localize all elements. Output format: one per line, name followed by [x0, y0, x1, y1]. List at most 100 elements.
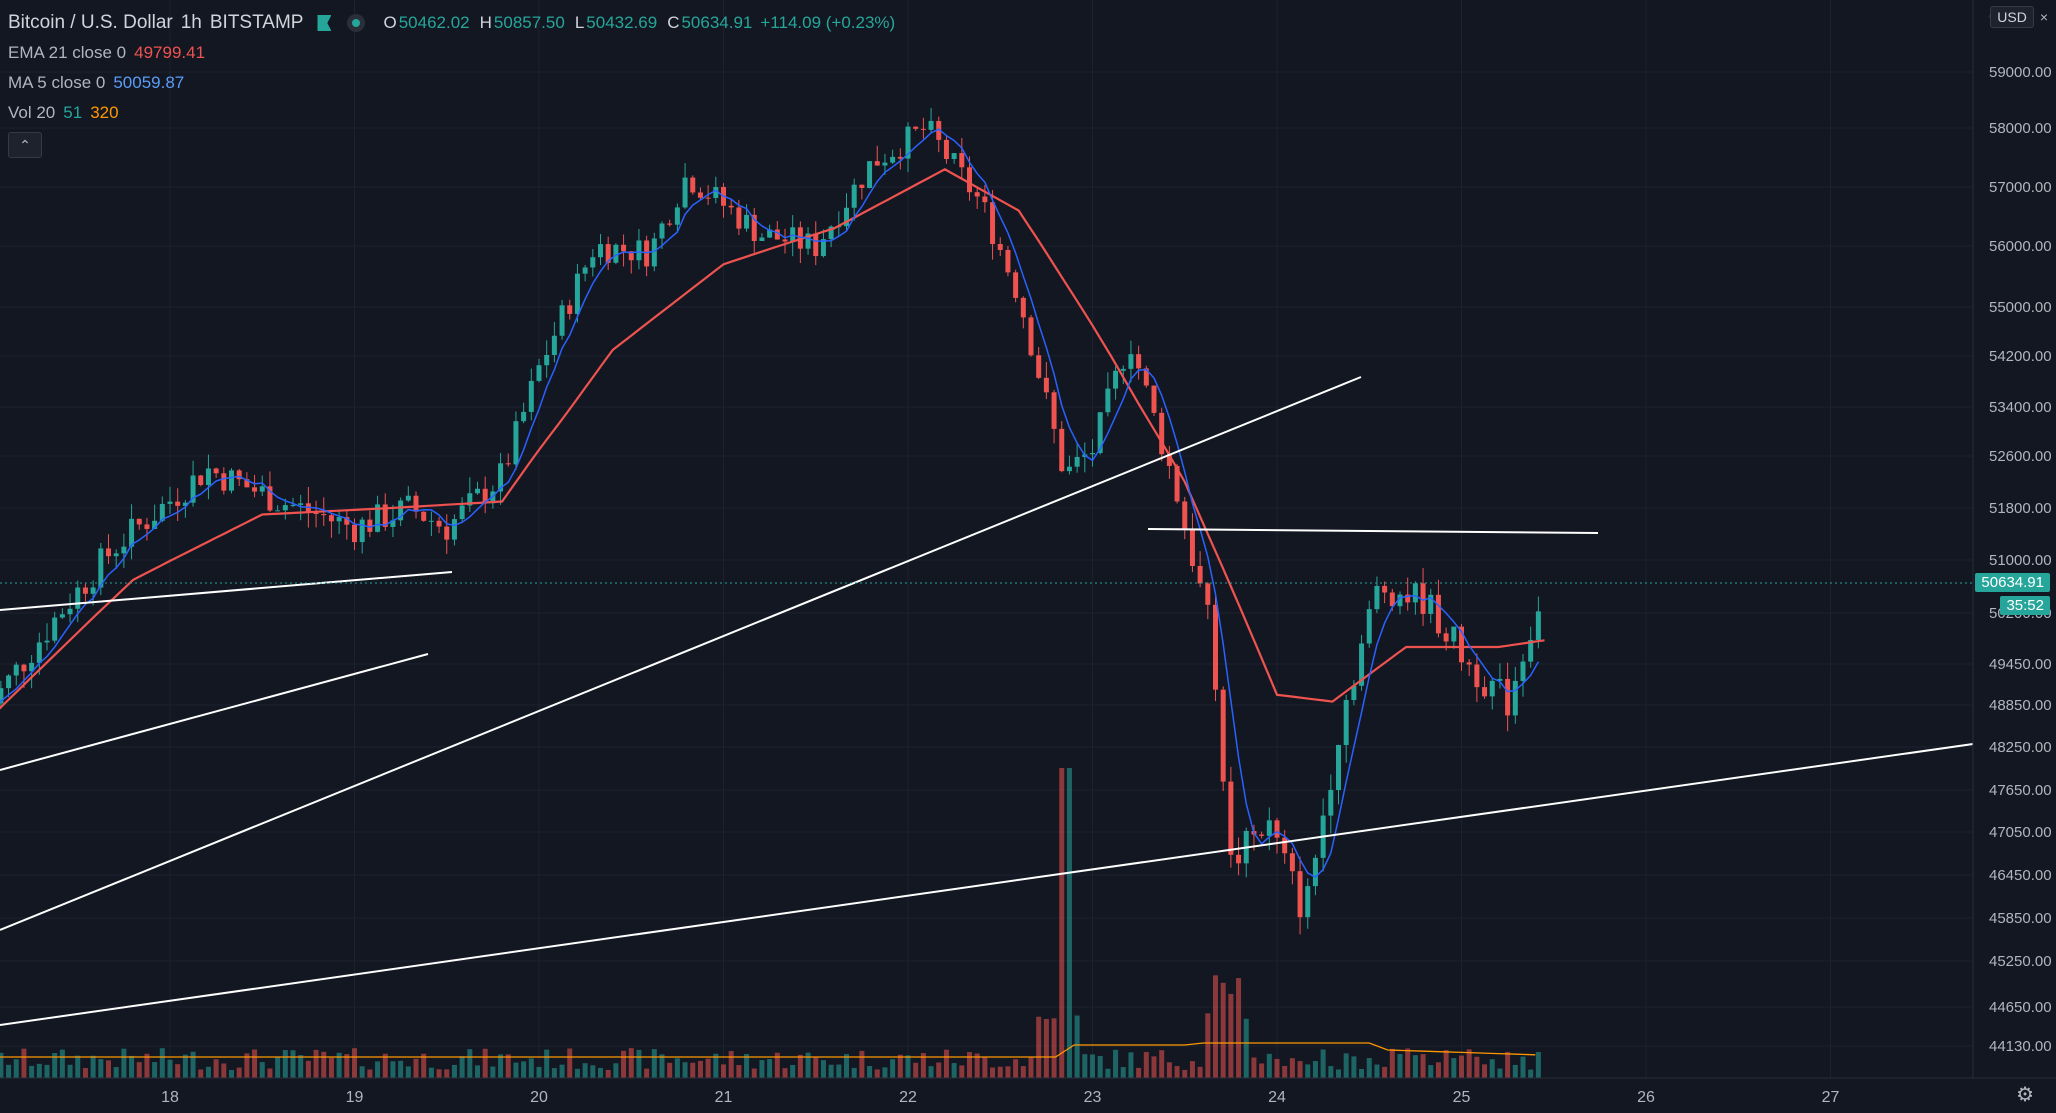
volume-bar — [644, 1068, 650, 1078]
volume-bar — [405, 1066, 411, 1078]
volume-bar — [159, 1048, 165, 1078]
ma-legend-row[interactable]: MA 5 close 0 50059.87 — [8, 68, 895, 98]
trendlines[interactable] — [0, 376, 1974, 1026]
candle-body — [1328, 789, 1334, 816]
candle-body — [559, 305, 565, 336]
volume-bar — [505, 1054, 511, 1078]
trendline-1[interactable] — [0, 571, 453, 611]
flag-icon[interactable] — [317, 15, 332, 31]
volume-bar — [1236, 978, 1242, 1078]
candle-body — [1312, 857, 1318, 887]
volume-bar — [574, 1068, 580, 1078]
price-axis-labels[interactable]: 59000.00 58000.00 57000.00 56000.00 55000.00… — [1989, 8, 2052, 1055]
candle-body — [651, 238, 657, 267]
candle-body — [913, 126, 919, 129]
volume-bar — [828, 1064, 834, 1078]
time-label: 24 — [1268, 1089, 1286, 1106]
candle-body — [967, 167, 972, 193]
price-label: 44650.00 — [1989, 999, 2052, 1016]
volume-bar — [221, 1063, 227, 1078]
volume-bar — [275, 1056, 281, 1078]
trendline-4[interactable] — [0, 743, 1974, 1026]
volume-bar — [121, 1048, 127, 1078]
low-label: L — [574, 13, 585, 32]
candle-body — [1397, 594, 1403, 607]
trendline-3[interactable] — [0, 376, 1362, 931]
volume-bar — [1528, 1069, 1534, 1078]
volume-bar — [782, 1068, 788, 1078]
candle-body — [282, 505, 288, 511]
candle-body — [1043, 377, 1049, 393]
volume-bar — [321, 1051, 327, 1078]
candle-body — [413, 495, 419, 512]
ema-legend-row[interactable]: EMA 21 close 0 49799.41 — [8, 38, 895, 68]
volume-bar — [1489, 1059, 1495, 1078]
gear-icon[interactable]: ⚙ — [2016, 1084, 2034, 1106]
ema-21-line — [0, 168, 1545, 710]
collapse-legend-button[interactable]: ⌃ — [8, 132, 42, 158]
volume-bar — [774, 1052, 780, 1078]
price-label: 49450.00 — [1989, 656, 2052, 673]
candle-body — [421, 511, 427, 521]
candle-body — [498, 463, 504, 492]
trendline-2[interactable] — [0, 653, 429, 771]
price-label: 48850.00 — [1989, 697, 2052, 714]
time-label: 27 — [1822, 1089, 1840, 1106]
symbol-name[interactable]: Bitcoin / U.S. Dollar — [8, 12, 173, 33]
currency-button[interactable]: USD — [1990, 6, 2034, 28]
volume-bar — [1497, 1068, 1503, 1078]
volume-bar — [674, 1058, 680, 1078]
candle-body — [390, 520, 396, 527]
volume-bar — [1197, 1066, 1203, 1078]
candle-body — [728, 205, 734, 208]
exchange-label[interactable]: BITSTAMP — [209, 12, 304, 33]
candle-body — [567, 305, 573, 314]
candle-body — [44, 640, 50, 643]
volume-bar — [1113, 1049, 1119, 1078]
ma-value: 50059.87 — [113, 73, 185, 92]
volume-bar — [897, 1054, 903, 1078]
volume-bar — [636, 1049, 642, 1078]
volume-bar — [6, 1064, 12, 1078]
volume-bar — [1405, 1048, 1411, 1078]
close-icon[interactable]: × — [2039, 9, 2048, 25]
candle-body — [221, 473, 227, 491]
candle-body — [1451, 626, 1457, 642]
horizontal-line-resistance[interactable] — [1147, 528, 1599, 534]
low-value: 50432.69 — [586, 13, 658, 32]
price-label: 54200.00 — [1989, 348, 2052, 365]
candle-body — [1374, 585, 1380, 610]
candle-body — [1535, 611, 1541, 640]
candle-body — [482, 488, 488, 504]
vol-legend-row[interactable]: Vol 20 51 320 — [8, 98, 895, 128]
candle-body — [198, 475, 204, 485]
volume-bar — [721, 1064, 726, 1078]
volume-bar — [205, 1066, 211, 1078]
volume-bar — [1282, 1065, 1288, 1078]
volume-bar — [1005, 1066, 1011, 1078]
volume-bar — [0, 1052, 4, 1078]
time-axis-labels[interactable]: 18 19 20 21 22 23 24 25 26 27 — [161, 1089, 1839, 1106]
volume-bars — [0, 768, 1541, 1078]
candle-body — [405, 495, 411, 501]
candle-body — [344, 517, 350, 525]
market-status-icon — [347, 14, 366, 32]
volume-bar — [82, 1068, 88, 1078]
volume-bar — [375, 1061, 381, 1078]
volume-bar — [1205, 1013, 1211, 1078]
candle-body — [813, 233, 819, 257]
price-label: 51000.00 — [1989, 552, 2052, 569]
volume-bar — [229, 1069, 234, 1078]
candle-body — [1282, 837, 1288, 854]
change-value: +114.09 (+0.23%) — [760, 13, 896, 32]
volume-bar — [1443, 1050, 1449, 1078]
candle-body — [521, 411, 527, 422]
candle-body — [267, 486, 273, 511]
interval-label[interactable]: 1h — [180, 12, 202, 33]
countdown-tag: 35:52 — [2000, 596, 2050, 615]
candle-body — [674, 207, 680, 225]
candle-body — [744, 214, 750, 229]
candle-body — [1036, 355, 1042, 378]
volume-bar — [990, 1067, 996, 1078]
